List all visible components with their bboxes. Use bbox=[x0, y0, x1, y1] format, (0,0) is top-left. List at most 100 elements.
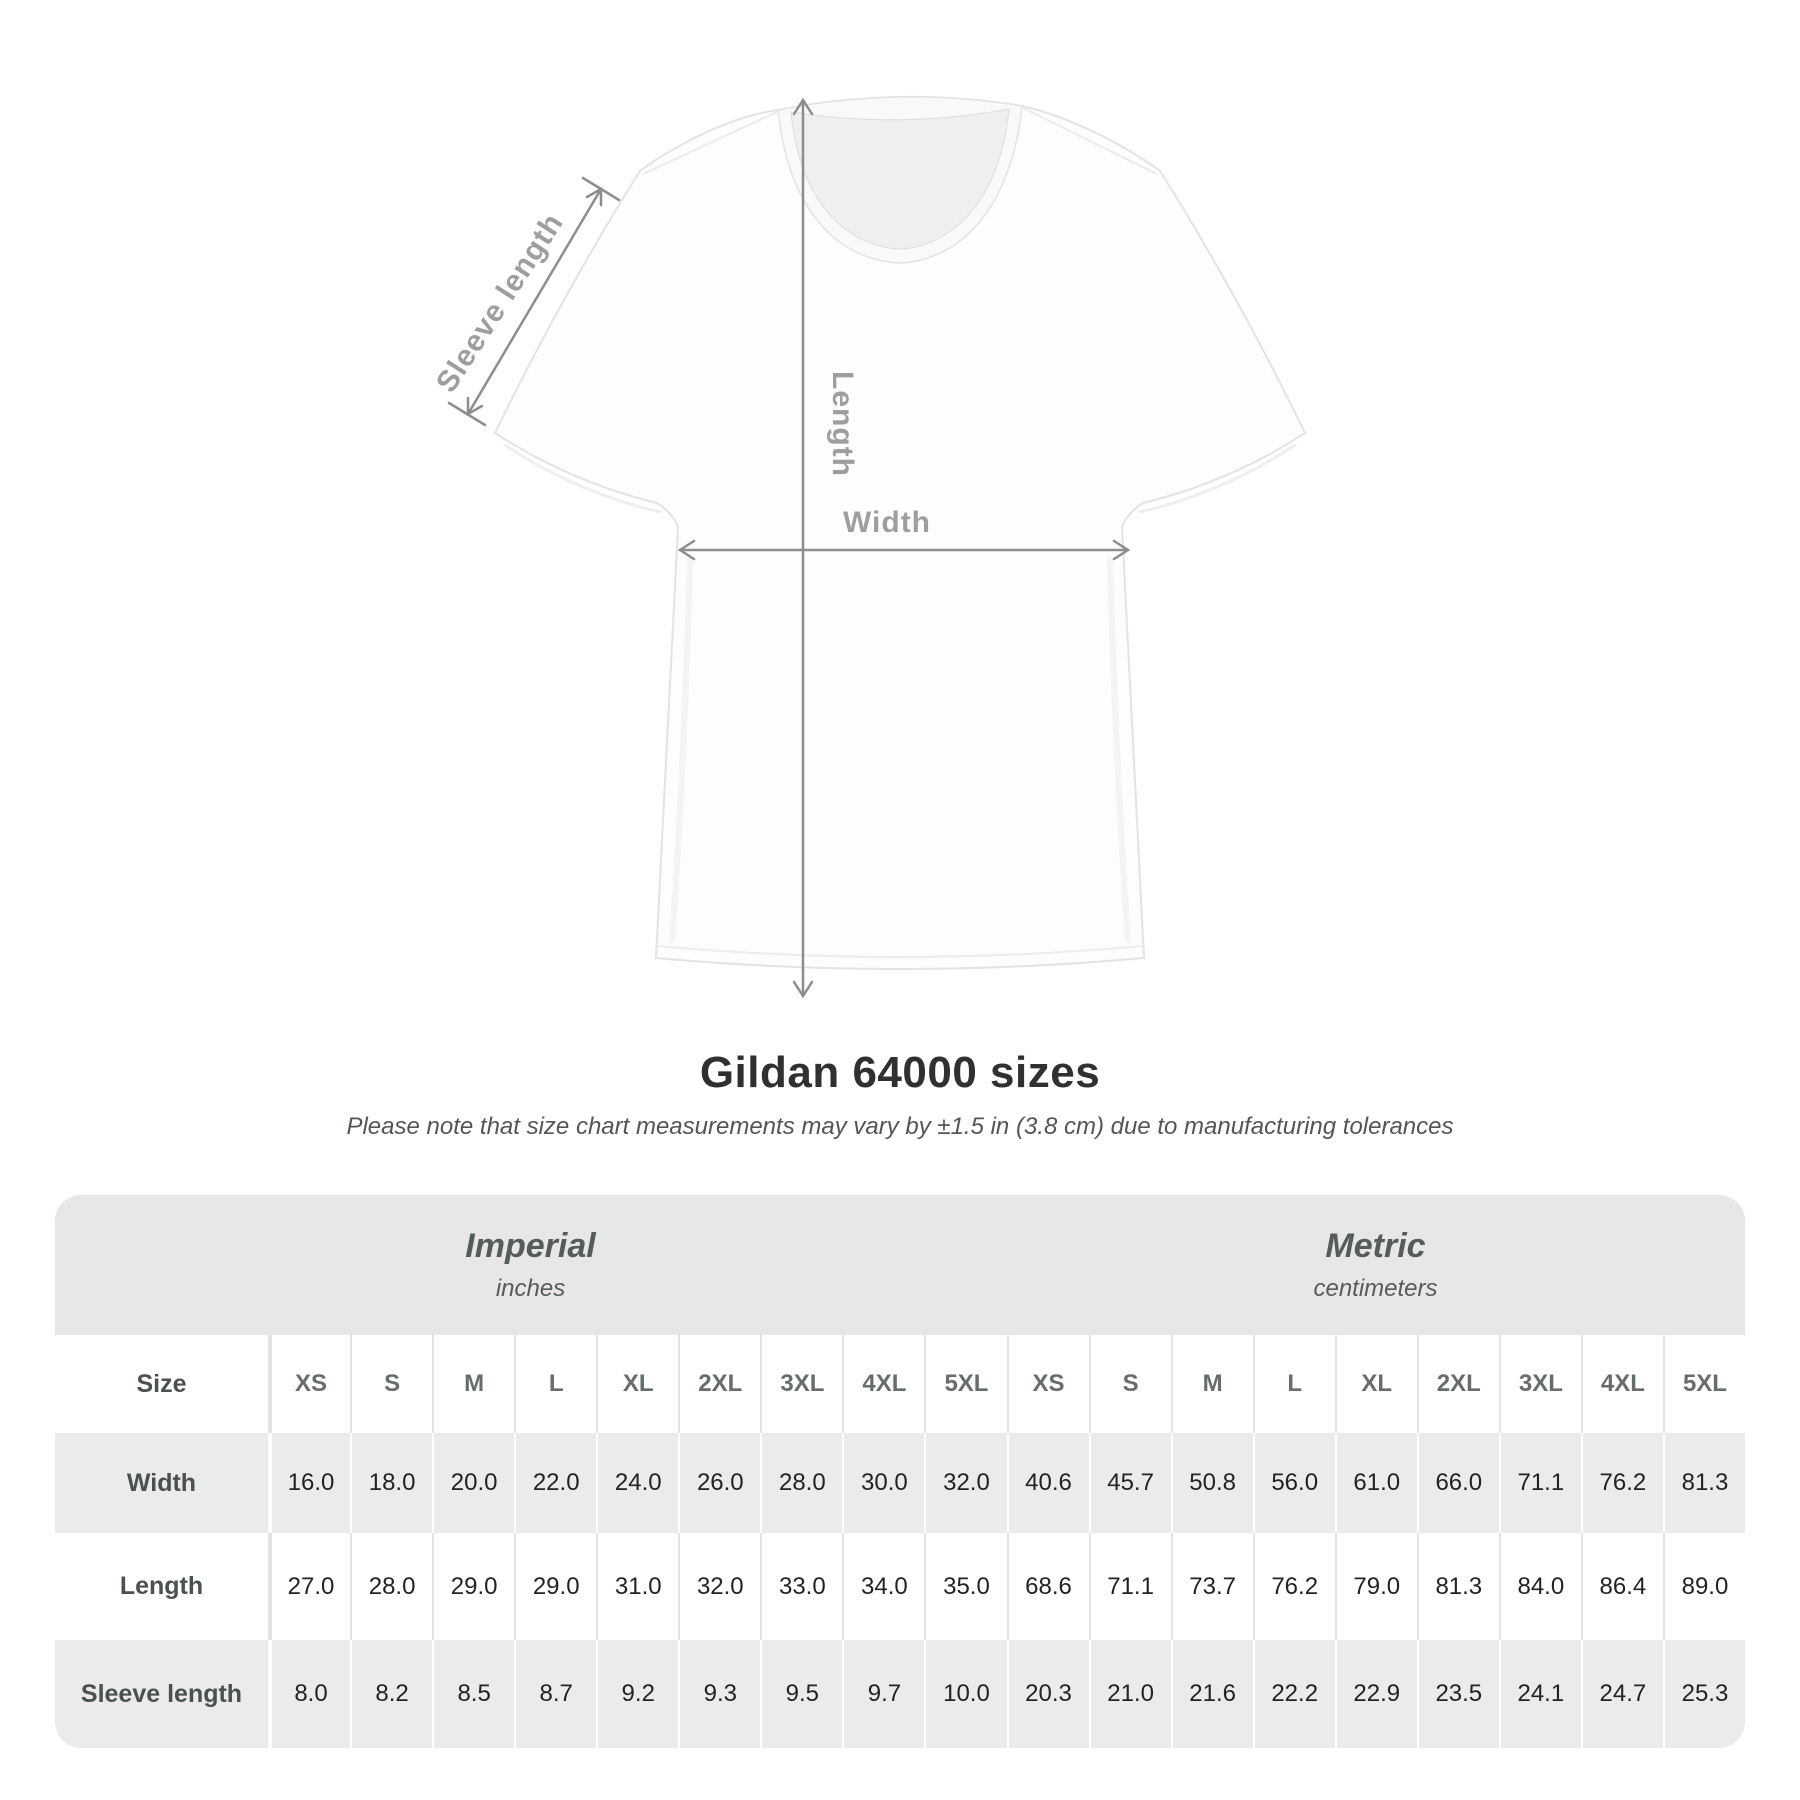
width-arrow bbox=[677, 539, 1131, 561]
value-cell: 71.1 bbox=[1498, 1433, 1581, 1533]
collar bbox=[777, 96, 1023, 264]
sleeve-length-arrow bbox=[447, 176, 621, 427]
size-cell: 3XL bbox=[1498, 1335, 1581, 1433]
seam-lines bbox=[503, 106, 1297, 958]
value-cell: 9.3 bbox=[678, 1640, 760, 1748]
value-cell: 35.0 bbox=[924, 1533, 1006, 1640]
size-header-row: Size XS S M L XL 2XL 3XL 4XL 5XL XS S M L XL 2XL 3XL 4XL… bbox=[55, 1335, 1745, 1433]
value-cell: 76.2 bbox=[1580, 1433, 1663, 1533]
value-cell: 25.3 bbox=[1662, 1640, 1745, 1748]
value-cell: 8.2 bbox=[350, 1640, 432, 1748]
unit-header-row: Imperial inches Metric centimeters bbox=[55, 1195, 1745, 1335]
value-cell: 21.6 bbox=[1170, 1640, 1253, 1748]
value-cell: 24.0 bbox=[596, 1433, 678, 1533]
size-cell: 4XL bbox=[842, 1335, 924, 1433]
value-cell: 28.0 bbox=[350, 1533, 432, 1640]
value-cell: 81.3 bbox=[1416, 1533, 1499, 1640]
row-label-length: Length bbox=[119, 1572, 204, 1600]
size-cell: S bbox=[1088, 1335, 1171, 1433]
size-cell: XS bbox=[1006, 1335, 1089, 1433]
value-cell: 20.3 bbox=[1006, 1640, 1089, 1748]
value-cell: 29.0 bbox=[432, 1533, 514, 1640]
row-label-width: Width bbox=[126, 1468, 197, 1497]
value-cell: 29.0 bbox=[514, 1533, 596, 1640]
size-cell: 2XL bbox=[1416, 1335, 1499, 1433]
value-cell: 61.0 bbox=[1334, 1433, 1417, 1533]
value-cell: 27.0 bbox=[268, 1533, 350, 1640]
value-cell: 26.0 bbox=[678, 1433, 760, 1533]
value-cell: 89.0 bbox=[1662, 1533, 1745, 1640]
value-cell: 18.0 bbox=[350, 1433, 432, 1533]
value-cell: 22.2 bbox=[1252, 1640, 1335, 1748]
value-cell: 40.6 bbox=[1006, 1433, 1089, 1533]
value-cell: 28.0 bbox=[760, 1433, 842, 1533]
length-label: Length bbox=[826, 371, 859, 477]
value-cell: 32.0 bbox=[678, 1533, 760, 1640]
row-label-sleeve-length: Sleeve length bbox=[80, 1679, 243, 1708]
size-cell: M bbox=[1170, 1335, 1253, 1433]
size-cell: 2XL bbox=[678, 1335, 760, 1433]
value-cell: 24.1 bbox=[1498, 1640, 1581, 1748]
size-cell: M bbox=[432, 1335, 514, 1433]
size-cell: 5XL bbox=[1662, 1335, 1745, 1433]
value-cell: 24.7 bbox=[1580, 1640, 1663, 1748]
imperial-units-label: inches bbox=[495, 1275, 566, 1302]
value-cell: 10.0 bbox=[924, 1640, 1006, 1748]
width-row: Width 16.0 18.0 20.0 22.0 24.0 26.0 28.0 30.0 32… bbox=[55, 1433, 1745, 1533]
size-chart-table: Imperial inches Metric centimeters Size … bbox=[55, 1195, 1745, 1748]
value-cell: 76.2 bbox=[1252, 1533, 1335, 1640]
value-cell: 45.7 bbox=[1088, 1433, 1171, 1533]
value-cell: 9.7 bbox=[842, 1640, 924, 1748]
width-label: Width bbox=[843, 506, 931, 539]
value-cell: 8.0 bbox=[268, 1640, 350, 1748]
length-row: Length 27.0 28.0 29.0 29.0 31.0 32.0 33.0 34.0 3… bbox=[55, 1533, 1745, 1640]
size-cell: XL bbox=[1334, 1335, 1417, 1433]
value-cell: 71.1 bbox=[1088, 1533, 1171, 1640]
value-cell: 20.0 bbox=[432, 1433, 514, 1533]
size-cell: 5XL bbox=[924, 1335, 1006, 1433]
value-cell: 33.0 bbox=[760, 1533, 842, 1640]
metric-label: Metric bbox=[1325, 1227, 1426, 1265]
length-arrow bbox=[792, 97, 814, 999]
value-cell: 86.4 bbox=[1580, 1533, 1663, 1640]
value-cell: 50.8 bbox=[1170, 1433, 1253, 1533]
value-cell: 81.3 bbox=[1662, 1433, 1745, 1533]
value-cell: 16.0 bbox=[268, 1433, 350, 1533]
tshirt-body bbox=[493, 95, 1307, 970]
size-cell: 4XL bbox=[1580, 1335, 1663, 1433]
value-cell: 73.7 bbox=[1170, 1533, 1253, 1640]
size-cell: S bbox=[350, 1335, 432, 1433]
value-cell: 30.0 bbox=[842, 1433, 924, 1533]
value-cell: 23.5 bbox=[1416, 1640, 1499, 1748]
size-cell: L bbox=[514, 1335, 596, 1433]
headline: Gildan 64000 sizes Please note that size… bbox=[0, 1048, 1800, 1141]
value-cell: 31.0 bbox=[596, 1533, 678, 1640]
imperial-header-group: Imperial inches bbox=[55, 1195, 1006, 1335]
metric-header-group: Metric centimeters bbox=[1006, 1195, 1745, 1335]
size-column-header: Size bbox=[136, 1369, 187, 1398]
imperial-label: Imperial bbox=[465, 1227, 596, 1265]
value-cell: 84.0 bbox=[1498, 1533, 1581, 1640]
page-title: Gildan 64000 sizes bbox=[699, 1048, 1101, 1097]
value-cell: 9.5 bbox=[760, 1640, 842, 1748]
size-cell: L bbox=[1252, 1335, 1335, 1433]
value-cell: 9.2 bbox=[596, 1640, 678, 1748]
tolerance-note: Please note that size chart measurements… bbox=[346, 1113, 1454, 1140]
value-cell: 8.5 bbox=[432, 1640, 514, 1748]
tshirt-measurement-diagram: Sleeve length Length Width bbox=[430, 95, 1307, 999]
value-cell: 56.0 bbox=[1252, 1433, 1335, 1533]
value-cell: 79.0 bbox=[1334, 1533, 1417, 1640]
size-cell: XL bbox=[596, 1335, 678, 1433]
value-cell: 34.0 bbox=[842, 1533, 924, 1640]
value-cell: 66.0 bbox=[1416, 1433, 1499, 1533]
value-cell: 68.6 bbox=[1006, 1533, 1089, 1640]
sleeve-length-row: Sleeve length 8.0 8.2 8.5 8.7 9.2 9.3 9.5 9.7 10… bbox=[55, 1640, 1745, 1748]
size-cell: 3XL bbox=[760, 1335, 842, 1433]
metric-units-label: centimeters bbox=[1313, 1275, 1438, 1302]
value-cell: 8.7 bbox=[514, 1640, 596, 1748]
value-cell: 22.0 bbox=[514, 1433, 596, 1533]
tshirt-illustration bbox=[493, 95, 1307, 970]
value-cell: 32.0 bbox=[924, 1433, 1006, 1533]
value-cell: 21.0 bbox=[1088, 1640, 1171, 1748]
